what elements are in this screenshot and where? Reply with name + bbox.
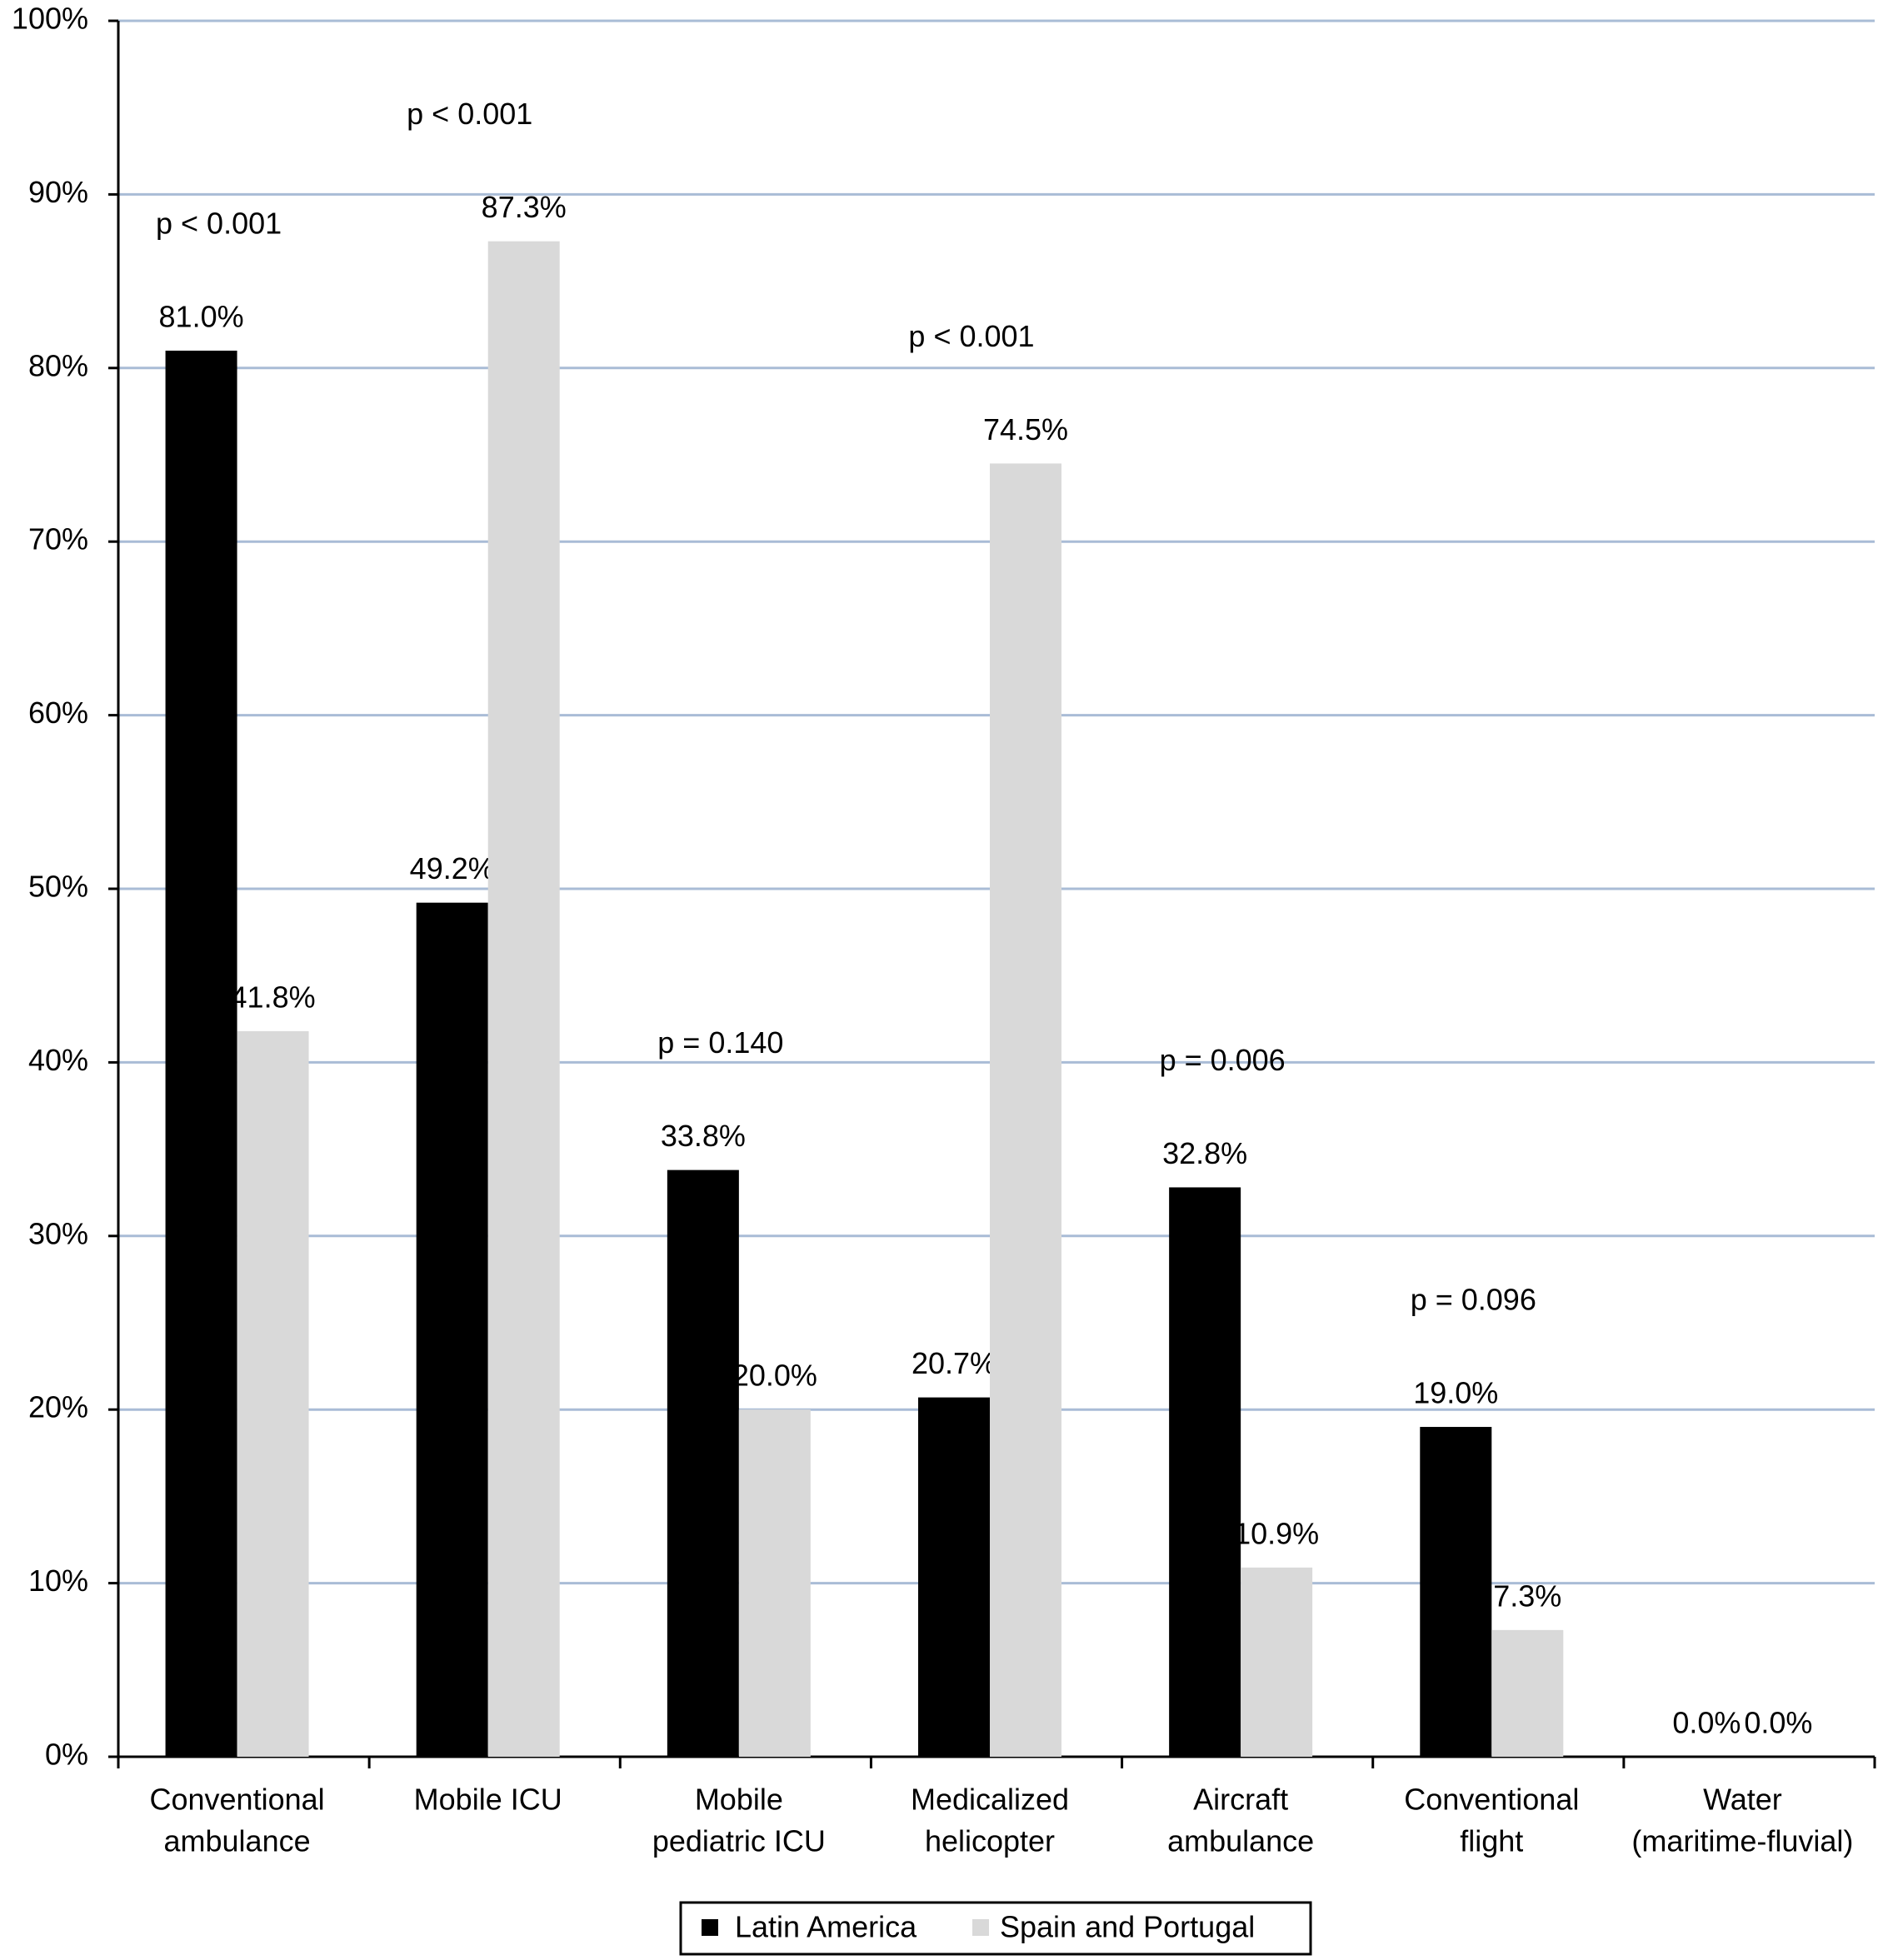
bar — [487, 241, 560, 1758]
bar — [237, 1030, 309, 1757]
value-label: 87.3% — [482, 190, 567, 224]
legend-swatch — [702, 1919, 718, 1936]
y-tick-label: 70% — [28, 522, 88, 556]
x-tick-label: flight — [1460, 1824, 1523, 1858]
value-label: 7.3% — [1493, 1578, 1561, 1613]
y-tick-label: 30% — [28, 1216, 88, 1250]
x-tick-label: Aircraft — [1193, 1783, 1288, 1817]
bar — [1169, 1187, 1241, 1757]
bar — [667, 1170, 739, 1757]
x-tick-label: Conventional — [149, 1783, 324, 1817]
legend-label: Spain and Portugal — [1000, 1910, 1255, 1944]
x-tick-label: Mobile ICU — [414, 1783, 562, 1817]
bar — [1420, 1427, 1492, 1757]
bar — [416, 902, 488, 1757]
value-label: 0.0% — [1672, 1706, 1741, 1740]
bar — [990, 463, 1061, 1758]
legend-label: Latin America — [735, 1910, 917, 1944]
p-value-annotation: p = 0.006 — [1160, 1043, 1286, 1077]
p-value-annotation: p < 0.001 — [908, 319, 1034, 353]
legend-box — [679, 1901, 1312, 1956]
value-label: 41.8% — [231, 980, 316, 1014]
bar — [1491, 1629, 1564, 1757]
value-label: 0.0% — [1744, 1706, 1812, 1740]
p-value-annotation: p < 0.001 — [156, 206, 282, 240]
x-tick-label: ambulance — [164, 1824, 311, 1858]
x-tick-label: Water — [1703, 1783, 1782, 1817]
y-tick-label: 50% — [28, 870, 88, 904]
value-label: 33.8% — [661, 1119, 746, 1153]
y-tick-label: 40% — [28, 1043, 88, 1077]
y-tick-label: 100% — [12, 2, 88, 36]
bar — [738, 1409, 811, 1757]
y-tick-label: 90% — [28, 175, 88, 209]
bar — [165, 350, 237, 1758]
value-label: 74.5% — [983, 412, 1068, 446]
x-tick-label: (maritime-fluvial) — [1631, 1824, 1853, 1858]
value-label: 20.0% — [732, 1359, 817, 1393]
value-label: 32.8% — [1162, 1136, 1247, 1170]
x-tick-label: helicopter — [925, 1824, 1055, 1858]
value-label: 20.7% — [912, 1346, 996, 1380]
x-tick-label: Conventional — [1404, 1783, 1579, 1817]
x-tick-label: ambulance — [1167, 1824, 1314, 1858]
p-value-annotation: p = 0.140 — [657, 1025, 783, 1060]
value-label: 10.9% — [1234, 1516, 1319, 1550]
legend-swatch — [972, 1919, 989, 1936]
y-tick-label: 0% — [45, 1738, 88, 1772]
bar — [918, 1397, 990, 1757]
y-tick-label: 20% — [28, 1390, 88, 1424]
y-tick-label: 80% — [28, 348, 88, 382]
y-tick-label: 10% — [28, 1564, 88, 1598]
value-label: 49.2% — [410, 851, 495, 885]
y-tick-label: 60% — [28, 696, 88, 730]
value-label: 19.0% — [1413, 1376, 1498, 1410]
p-value-annotation: p = 0.096 — [1411, 1283, 1536, 1317]
bar — [1241, 1567, 1313, 1757]
x-tick-label: pediatric ICU — [652, 1824, 826, 1858]
x-tick-label: Medicalized — [911, 1783, 1069, 1817]
p-value-annotation: p < 0.001 — [407, 97, 532, 131]
value-label: 81.0% — [159, 299, 244, 333]
x-tick-label: Mobile — [695, 1783, 783, 1817]
